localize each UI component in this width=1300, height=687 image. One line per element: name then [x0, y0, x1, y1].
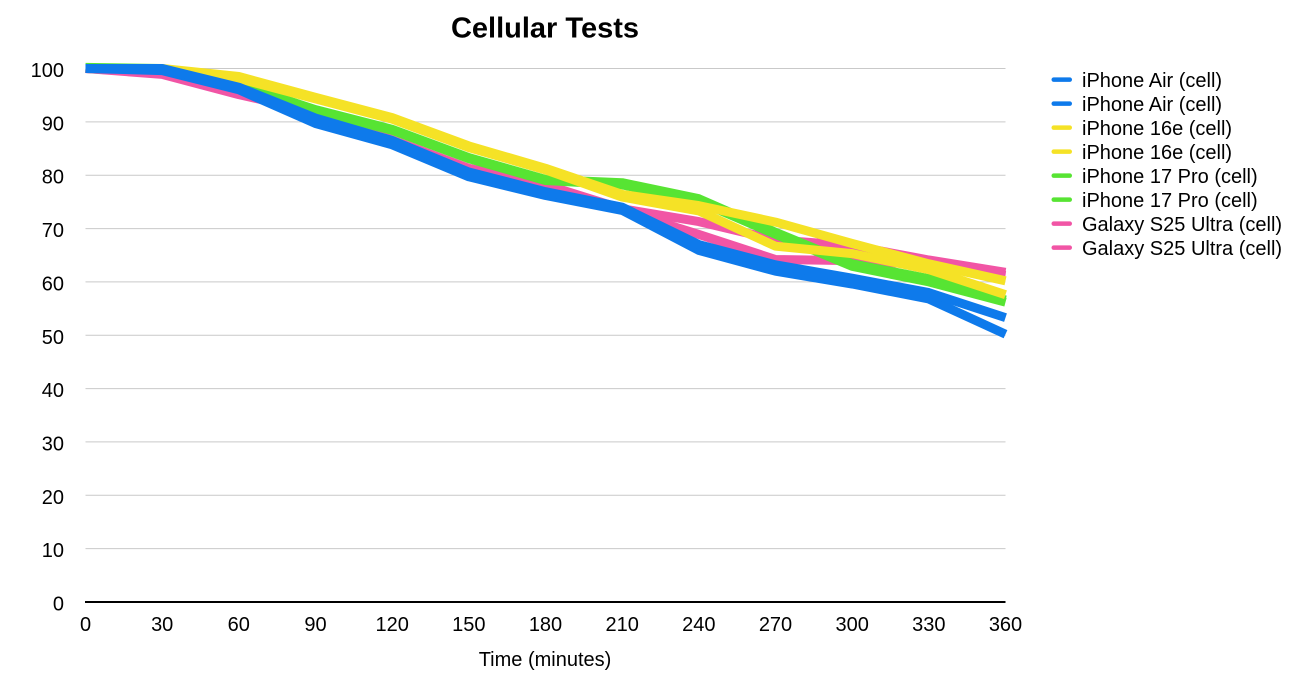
- svg-text:240: 240: [682, 614, 715, 636]
- svg-text:iPhone Air (cell): iPhone Air (cell): [1082, 94, 1222, 116]
- svg-text:90: 90: [42, 113, 64, 135]
- svg-text:180: 180: [529, 614, 562, 636]
- svg-text:80: 80: [42, 167, 64, 189]
- svg-text:120: 120: [376, 614, 409, 636]
- svg-text:300: 300: [836, 614, 869, 636]
- svg-text:iPhone 16e (cell): iPhone 16e (cell): [1082, 142, 1232, 164]
- svg-text:150: 150: [452, 614, 485, 636]
- svg-text:iPhone 17 Pro (cell): iPhone 17 Pro (cell): [1082, 190, 1258, 212]
- svg-text:0: 0: [80, 614, 91, 636]
- svg-text:0: 0: [53, 594, 64, 616]
- svg-text:20: 20: [42, 487, 64, 509]
- svg-text:360: 360: [989, 614, 1022, 636]
- svg-text:60: 60: [228, 614, 250, 636]
- svg-text:Galaxy S25 Ultra (cell): Galaxy S25 Ultra (cell): [1082, 214, 1282, 236]
- svg-text:Galaxy S25 Ultra (cell): Galaxy S25 Ultra (cell): [1082, 238, 1282, 260]
- svg-text:iPhone Air (cell): iPhone Air (cell): [1082, 70, 1222, 92]
- svg-text:iPhone 16e (cell): iPhone 16e (cell): [1082, 118, 1232, 140]
- svg-text:90: 90: [304, 614, 326, 636]
- svg-text:270: 270: [759, 614, 792, 636]
- svg-text:60: 60: [42, 273, 64, 295]
- svg-text:330: 330: [912, 614, 945, 636]
- svg-text:100: 100: [31, 60, 64, 82]
- svg-text:Time (minutes): Time (minutes): [479, 649, 612, 671]
- svg-text:30: 30: [42, 433, 64, 455]
- svg-text:Cellular Tests: Cellular Tests: [451, 13, 639, 45]
- svg-text:210: 210: [606, 614, 639, 636]
- svg-text:40: 40: [42, 380, 64, 402]
- svg-text:10: 10: [42, 540, 64, 562]
- svg-text:70: 70: [42, 220, 64, 242]
- svg-text:iPhone 17 Pro (cell): iPhone 17 Pro (cell): [1082, 166, 1258, 188]
- svg-text:30: 30: [151, 614, 173, 636]
- svg-text:50: 50: [42, 327, 64, 349]
